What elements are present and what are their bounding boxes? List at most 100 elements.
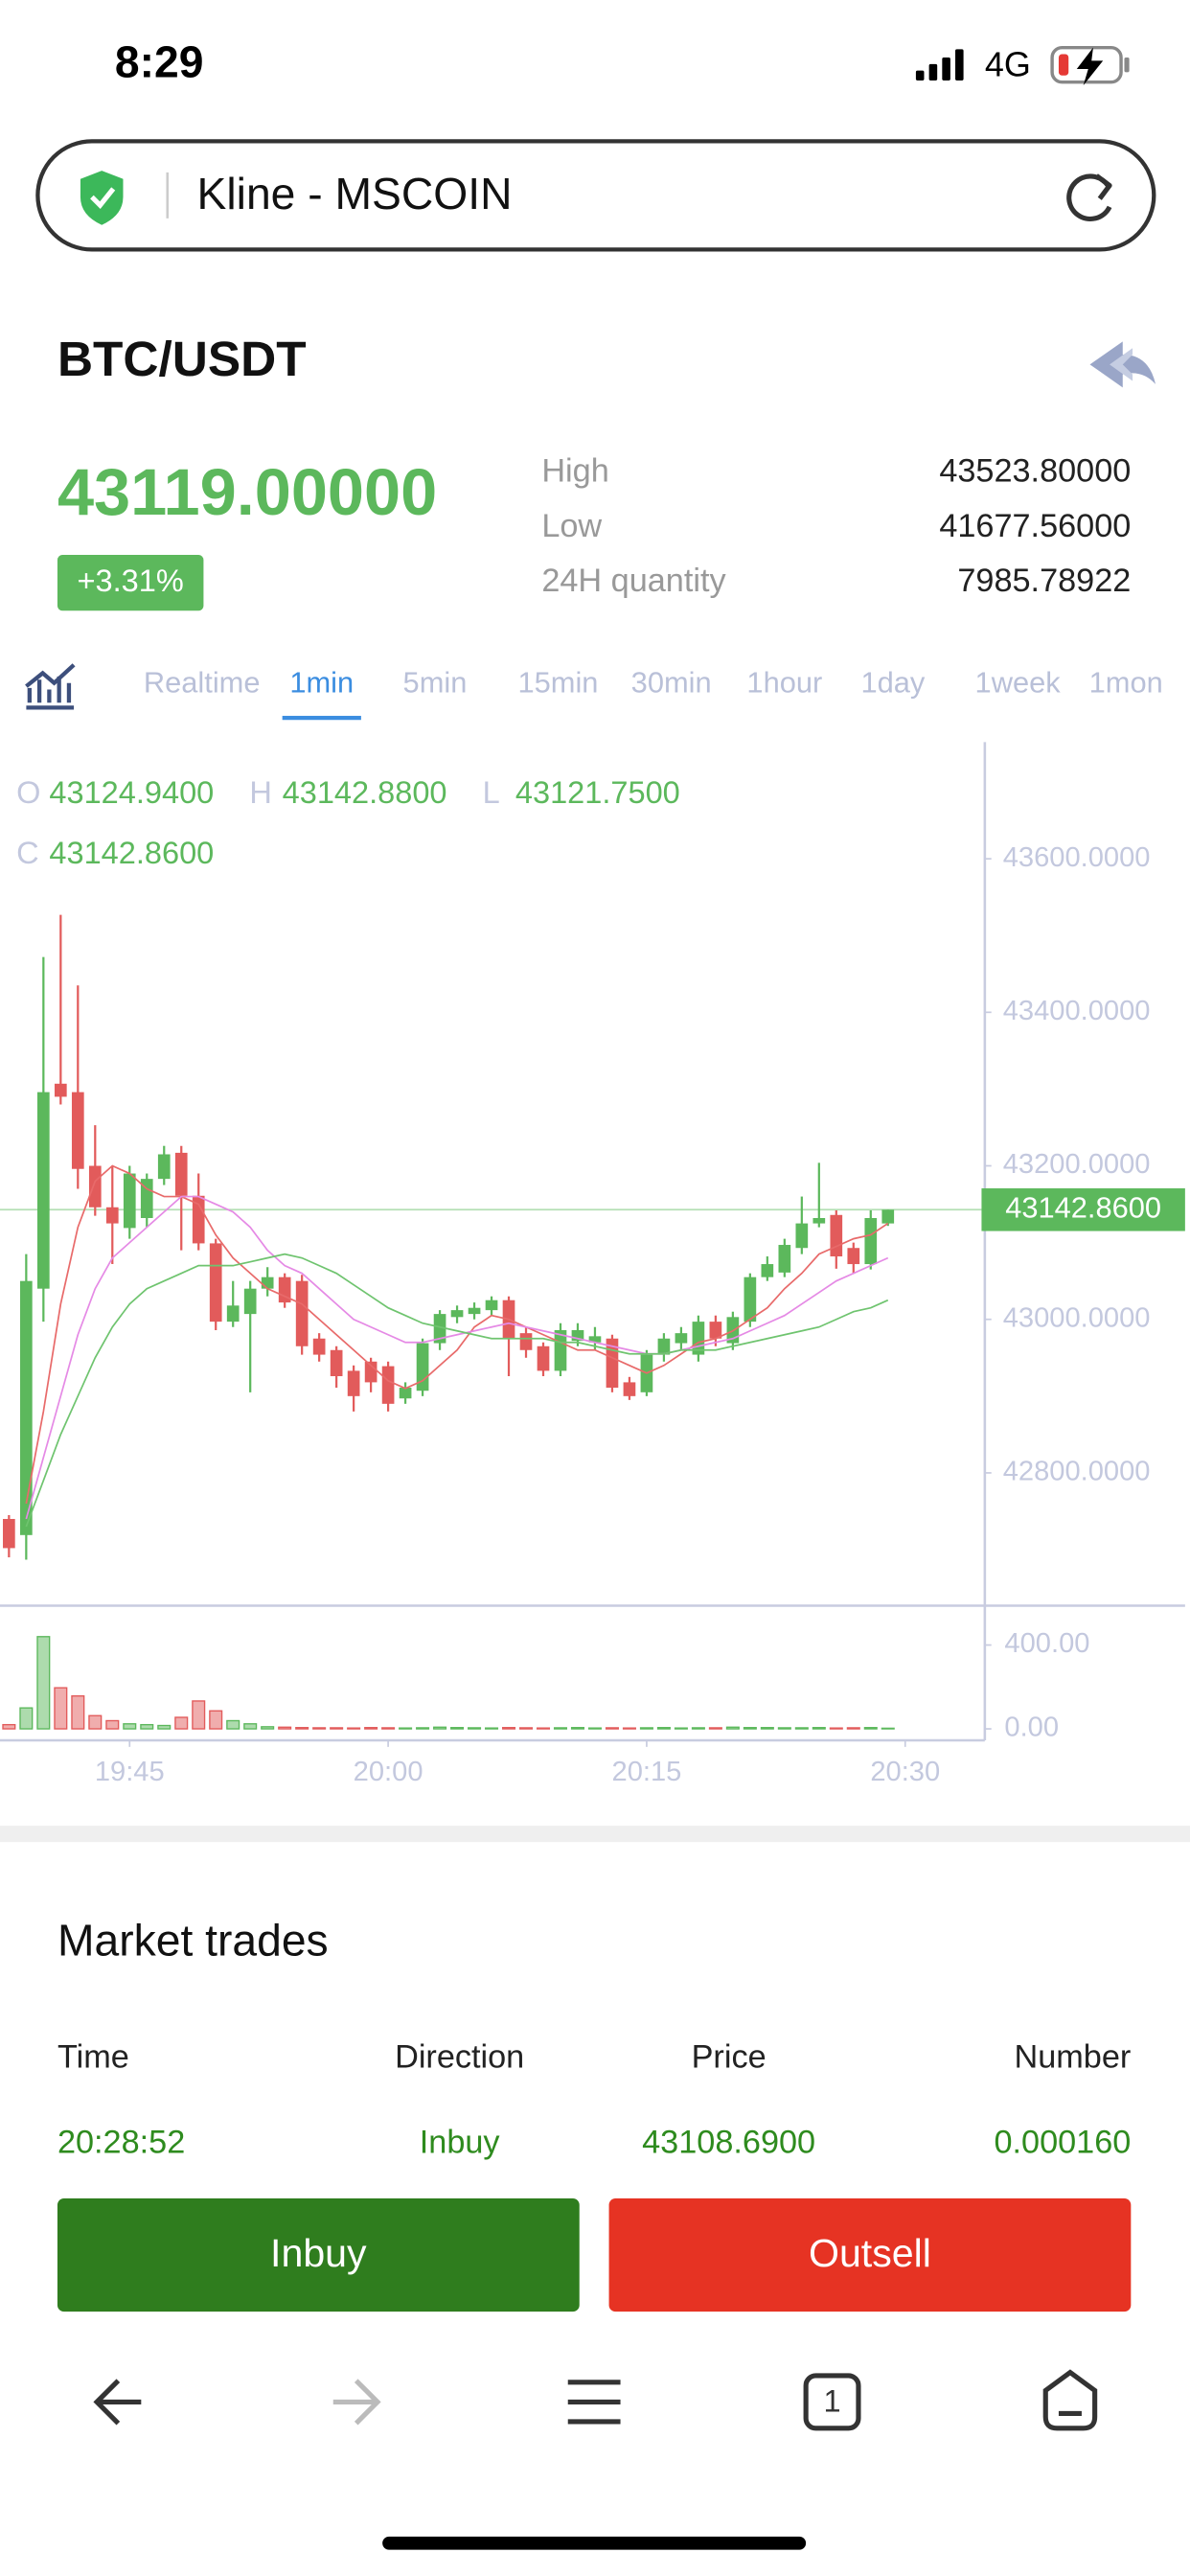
volume-bar [416, 1727, 430, 1730]
y-tick-label: 43000.0000 [1003, 1302, 1151, 1333]
y-tick-label: 43600.0000 [1003, 842, 1151, 873]
volume-bar [174, 1716, 189, 1730]
tab[interactable]: 5min [403, 666, 468, 700]
candle-body [209, 1243, 222, 1322]
volume-bar [518, 1727, 534, 1730]
candle-body [571, 1329, 584, 1342]
volume-bar [36, 1636, 51, 1730]
volume-bar [192, 1700, 206, 1730]
volume-bar [2, 1723, 16, 1730]
volume-bar [433, 1726, 447, 1730]
last-price-tag [981, 1188, 1185, 1231]
candle-body [157, 1154, 171, 1180]
pair-title: BTC/USDT [57, 331, 307, 386]
volume-bar [209, 1710, 223, 1730]
x-tick-label: 20:00 [354, 1757, 423, 1787]
clock: 8:29 [115, 37, 204, 87]
ohlc-label: O [16, 775, 40, 810]
volume-bar [140, 1723, 154, 1730]
stat-label: Low [541, 508, 602, 544]
candle-body [71, 1092, 84, 1169]
column-header: Price [692, 2038, 767, 2075]
x-tick-label: 19:45 [95, 1757, 165, 1787]
candle-body [450, 1310, 464, 1318]
ohlc-value: 43142.8600 [49, 836, 214, 870]
back-icon[interactable] [1089, 341, 1156, 388]
tab[interactable]: 1mon [1089, 666, 1163, 700]
volume-bar [295, 1727, 309, 1730]
volume-bar [226, 1719, 240, 1730]
candle-body [761, 1264, 774, 1277]
volume-bar [639, 1727, 653, 1730]
candle-body [3, 1518, 15, 1549]
trade-cell: 0.000160 [994, 2124, 1131, 2160]
candle-body [830, 1214, 843, 1257]
stat-label: High [541, 452, 608, 489]
volume-bar [364, 1727, 378, 1730]
candle-body [537, 1346, 550, 1371]
ohlc-label: C [16, 836, 38, 870]
tab[interactable]: 1min [289, 666, 354, 700]
y-tick-label: 43400.0000 [1003, 996, 1151, 1026]
candle-body [468, 1307, 481, 1315]
volume-bar [553, 1727, 568, 1730]
sell-label[interactable]: Outsell [809, 2231, 931, 2275]
buy-label[interactable]: Inbuy [270, 2231, 367, 2275]
tab[interactable]: 1hour [746, 666, 822, 700]
volume-bar [157, 1724, 172, 1730]
volume-bar [881, 1727, 895, 1730]
forward-button[interactable] [332, 2379, 381, 2426]
candle-body [399, 1388, 412, 1399]
candle-body [657, 1338, 671, 1355]
volume-bar [536, 1727, 551, 1730]
volume-bar [88, 1714, 103, 1730]
volume-bar [485, 1727, 499, 1730]
tabs-button[interactable] [803, 2373, 861, 2431]
trades-table: Time Direction Price Number 20:28:52 Inbuy 431… [57, 2038, 1131, 2160]
chart-type-icon[interactable] [25, 663, 76, 710]
address-bar[interactable] [35, 139, 1156, 252]
section-separator [0, 1826, 1190, 1843]
home-button[interactable] [1042, 2369, 1098, 2431]
candle-body [588, 1336, 602, 1343]
y-tick-label: 42800.0000 [1003, 1457, 1151, 1487]
volume-bar [19, 1707, 34, 1730]
volume-bar [605, 1727, 619, 1730]
volume-bar [812, 1727, 826, 1730]
volume-bar [760, 1727, 774, 1730]
reload-button[interactable] [1066, 173, 1112, 221]
volume-bar [829, 1727, 843, 1730]
trade-cell: 20:28:52 [57, 2124, 185, 2160]
stat-label: 24H quantity [541, 563, 726, 599]
page-title: Kline - MSCOIN [197, 169, 513, 218]
candle-body [778, 1245, 791, 1273]
volume-bar [381, 1727, 396, 1730]
stat-value: 41677.56000 [939, 508, 1131, 544]
candle-body [364, 1361, 378, 1383]
moving-average [25, 1195, 889, 1520]
stat-value: 43523.80000 [939, 452, 1131, 489]
tabs: Realtime 1min 5min 15min 30min 1hour 1day 1week… [144, 666, 1163, 721]
menu-button[interactable] [567, 2380, 621, 2425]
y-tick-label: 43200.0000 [1003, 1149, 1151, 1180]
column-header: Number [1015, 2038, 1132, 2075]
volume-bar [468, 1727, 482, 1730]
buy-button[interactable] [57, 2197, 580, 2312]
tab[interactable]: Realtime [144, 666, 261, 700]
volume-bar [863, 1727, 878, 1730]
tab[interactable]: 30min [631, 666, 712, 700]
volume-bar [691, 1727, 705, 1730]
tab[interactable]: 1week [975, 666, 1062, 700]
candle-body [381, 1366, 395, 1404]
shield-check [90, 187, 116, 209]
candle-body [675, 1333, 688, 1344]
last-price-label: 43142.8600 [1005, 1190, 1161, 1224]
volume-bar [450, 1727, 465, 1730]
sell-button[interactable] [608, 2197, 1132, 2312]
back-button[interactable] [93, 2379, 142, 2426]
tab[interactable]: 1day [860, 666, 925, 700]
tab-count: 1 [823, 2384, 840, 2419]
tab[interactable]: 15min [517, 666, 598, 700]
candle-body [881, 1209, 895, 1224]
